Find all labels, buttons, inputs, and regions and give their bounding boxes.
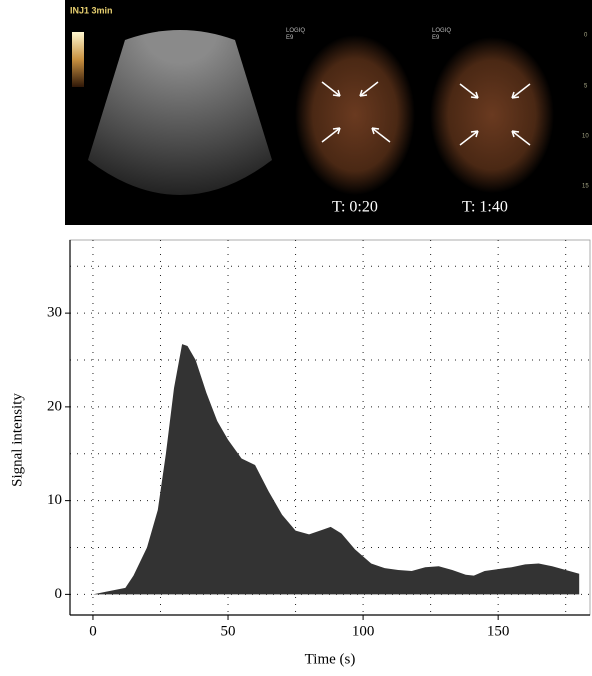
y-axis-label: Signal intensity [9, 393, 25, 487]
x-tick-label: 50 [221, 623, 236, 639]
area [93, 344, 579, 594]
time-label: T: 0:20 [332, 199, 378, 216]
y-tick-label: 0 [55, 586, 63, 602]
depth-label: 15 [582, 184, 589, 190]
x-axis-label: Time (s) [305, 651, 356, 667]
time-label: T: 1:40 [462, 199, 508, 216]
y-tick-label: 30 [47, 305, 62, 321]
contrast-image [430, 37, 554, 193]
x-tick-label: 0 [89, 623, 97, 639]
y-tick-label: 10 [47, 492, 62, 508]
depth-label: 10 [582, 134, 589, 140]
x-tick-label: 100 [352, 623, 375, 639]
page: INJ1 3min LOGIQE9 LOGIQE9 T: 0:20 T: 1:4… [0, 0, 592, 676]
x-tick-label: 150 [487, 623, 510, 639]
y-tick-label: 20 [47, 398, 62, 414]
figure: INJ1 3min LOGIQE9 LOGIQE9 T: 0:20 T: 1:4… [0, 0, 592, 671]
contrast-image [295, 35, 415, 195]
color-bar [72, 32, 84, 87]
image-tag: INJ1 3min [70, 5, 113, 15]
